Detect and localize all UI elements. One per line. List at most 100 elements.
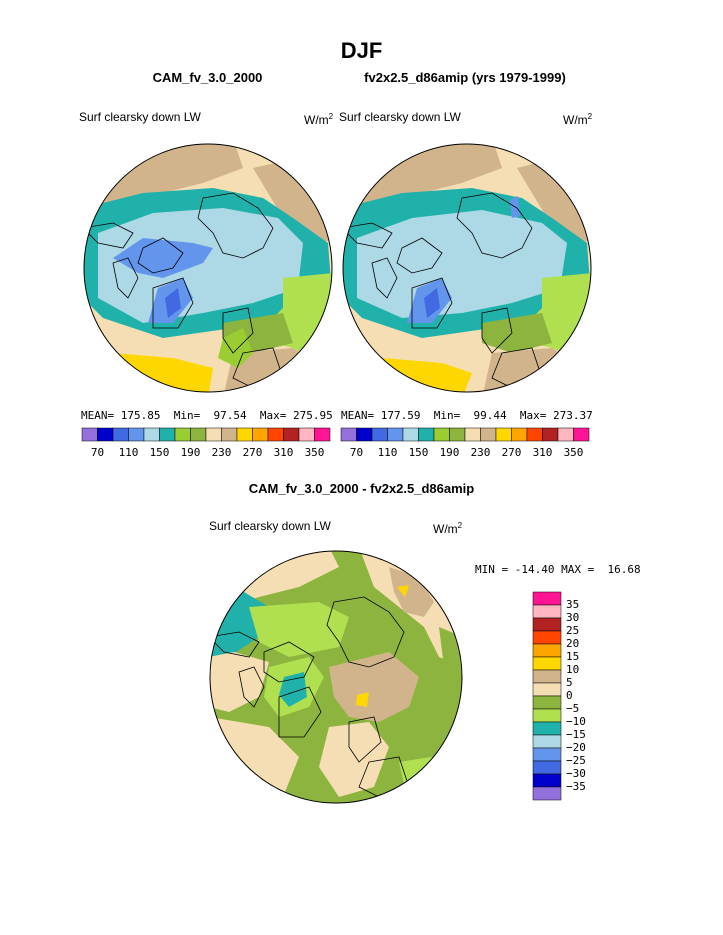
panel-1-colorbar-tick-label: 70 <box>90 446 105 459</box>
panel-1-field-label: Surf clearsky down LW <box>79 110 201 124</box>
season-title: DJF <box>340 38 383 63</box>
diff-colorbar-swatch-6 <box>532 669 562 684</box>
diff-colorbar-swatch-7 <box>532 682 562 697</box>
diff-colorbar-swatch-8 <box>532 695 562 710</box>
panel-2-colorbar-swatch-14 <box>557 427 574 442</box>
diff-colorbar <box>532 591 562 801</box>
diff-colorbar-swatch-13 <box>532 760 562 775</box>
diff-colorbar-tick-label: 0 <box>566 689 573 702</box>
panel-2-colorbar-ticks: 70 110 150 190 230 270 310 350 <box>341 446 589 460</box>
panel-1-colorbar-tick-label: 190 <box>180 446 201 459</box>
panel-1-colorbar-swatch-14 <box>298 427 315 442</box>
diff-colorbar-tick-label: −30 <box>566 767 586 780</box>
panel-2-colorbar-tick-label: 230 <box>470 446 491 459</box>
panel-1-colorbar-tick-label: 270 <box>242 446 263 459</box>
diff-field-label: Surf clearsky down LW <box>209 519 331 533</box>
panel-2-colorbar-swatch-11 <box>511 427 528 442</box>
diff-colorbar-tick-label: 35 <box>566 598 580 611</box>
diff-colorbar-tick-label: −15 <box>566 728 586 741</box>
panel-1-colorbar-swatch-0 <box>81 427 98 442</box>
panel-2-colorbar-swatch-0 <box>340 427 357 442</box>
panel-1-stats: MEAN= 175.85 Min= 97.54 Max= 275.95 <box>81 409 333 422</box>
panel-2-colorbar-tick-label: 110 <box>377 446 398 459</box>
diff-colorbar-tick-label: −5 <box>566 702 580 715</box>
panel-2-colorbar-tick-label: 150 <box>408 446 429 459</box>
diff-colorbar-swatch-0 <box>532 591 562 606</box>
panel-2-colorbar-swatch-1 <box>356 427 373 442</box>
panel-2-stats: MEAN= 177.59 Min= 99.44 Max= 273.37 <box>341 409 593 422</box>
panel-2-colorbar-swatch-9 <box>480 427 497 442</box>
diff-colorbar-swatch-3 <box>532 630 562 645</box>
diff-polar-map <box>209 550 463 804</box>
panel-1-colorbar-swatch-13 <box>283 427 300 442</box>
panel-1-colorbar-swatch-4 <box>143 427 160 442</box>
diff-colorbar-swatch-4 <box>532 643 562 658</box>
diff-min-max: MIN = -14.40 MAX = 16.68 <box>475 563 641 576</box>
panel-2-colorbar-tick-label: 310 <box>532 446 553 459</box>
panel-1-colorbar-swatch-6 <box>174 427 191 442</box>
diff-colorbar-swatch-1 <box>532 604 562 619</box>
diff-colorbar-swatch-15 <box>532 786 562 801</box>
diff-title: CAM_fv_3.0_2000 - fv2x2.5_d86amip <box>248 481 475 496</box>
panel-1-colorbar <box>81 427 331 442</box>
panel-1-colorbar-swatch-5 <box>159 427 176 442</box>
diff-colorbar-tick-label: 25 <box>566 624 580 637</box>
panel-1-colorbar-tick-label: 230 <box>211 446 232 459</box>
diff-colorbar-swatch-12 <box>532 747 562 762</box>
panel-1-colorbar-swatch-11 <box>252 427 269 442</box>
panel-2-colorbar-swatch-15 <box>573 427 590 442</box>
panel-2-colorbar-tick-label: 190 <box>439 446 460 459</box>
panel-2-colorbar-swatch-7 <box>449 427 466 442</box>
panel-1-colorbar-swatch-12 <box>267 427 284 442</box>
diff-colorbar-ticks: 35 30 25 20 15 10 5 0 −5 −10 −15 −20 −25 −30 −35 <box>566 592 606 800</box>
panel-1-colorbar-swatch-2 <box>112 427 129 442</box>
panel-1-colorbar-swatch-7 <box>190 427 207 442</box>
panel-1-colorbar-tick-label: 310 <box>273 446 294 459</box>
panel-2-field-label: Surf clearsky down LW <box>339 110 461 124</box>
panel-2-colorbar-swatch-13 <box>542 427 559 442</box>
panel-1-colorbar-swatch-3 <box>128 427 145 442</box>
diff-colorbar-tick-label: −25 <box>566 754 586 767</box>
diff-colorbar-swatch-2 <box>532 617 562 632</box>
diff-colorbar-tick-label: 30 <box>566 611 580 624</box>
panel-2-colorbar-swatch-12 <box>526 427 543 442</box>
panel-2-colorbar-tick-label: 270 <box>501 446 522 459</box>
panel-1-colorbar-swatch-9 <box>221 427 238 442</box>
panel-2-colorbar-tick-label: 70 <box>349 446 364 459</box>
panel-1-colorbar-ticks: 70 110 150 190 230 270 310 350 <box>82 446 330 460</box>
panel-1-colorbar-tick-label: 350 <box>304 446 325 459</box>
panel-1-colorbar-swatch-10 <box>236 427 253 442</box>
panel-1-units: W/m2 <box>304 112 334 127</box>
panel-2-colorbar-swatch-4 <box>402 427 419 442</box>
panel-2-colorbar-swatch-8 <box>464 427 481 442</box>
diff-colorbar-swatch-14 <box>532 773 562 788</box>
diff-colorbar-tick-label: 20 <box>566 637 580 650</box>
panel-1-polar-map <box>83 143 333 393</box>
panel-2-colorbar-swatch-10 <box>495 427 512 442</box>
panel-2-colorbar <box>340 427 590 442</box>
diff-colorbar-tick-label: 15 <box>566 650 580 663</box>
panel-1-colorbar-swatch-8 <box>205 427 222 442</box>
panel-2-colorbar-swatch-2 <box>371 427 388 442</box>
panel-2-case-title: fv2x2.5_d86amip (yrs 1979-1999) <box>364 70 566 85</box>
panel-2-colorbar-tick-label: 350 <box>563 446 584 459</box>
diff-colorbar-tick-label: 5 <box>566 676 573 689</box>
panel-2-colorbar-swatch-5 <box>418 427 435 442</box>
panel-1-colorbar-tick-label: 110 <box>118 446 139 459</box>
diff-units: W/m2 <box>433 521 463 536</box>
diff-colorbar-tick-label: −20 <box>566 741 586 754</box>
panel-1-colorbar-tick-label: 150 <box>149 446 170 459</box>
diff-colorbar-tick-label: 10 <box>566 663 580 676</box>
panel-2-colorbar-swatch-3 <box>387 427 404 442</box>
diff-colorbar-swatch-11 <box>532 734 562 749</box>
diff-colorbar-tick-label: −10 <box>566 715 586 728</box>
panel-1-colorbar-swatch-1 <box>97 427 114 442</box>
panel-1-colorbar-swatch-15 <box>314 427 331 442</box>
panel-2-polar-map <box>342 143 592 393</box>
panel-2-units: W/m2 <box>563 112 593 127</box>
panel-1-case-title: CAM_fv_3.0_2000 <box>152 70 263 85</box>
diff-colorbar-swatch-9 <box>532 708 562 723</box>
diff-colorbar-swatch-10 <box>532 721 562 736</box>
diff-colorbar-swatch-5 <box>532 656 562 671</box>
panel-2-colorbar-swatch-6 <box>433 427 450 442</box>
